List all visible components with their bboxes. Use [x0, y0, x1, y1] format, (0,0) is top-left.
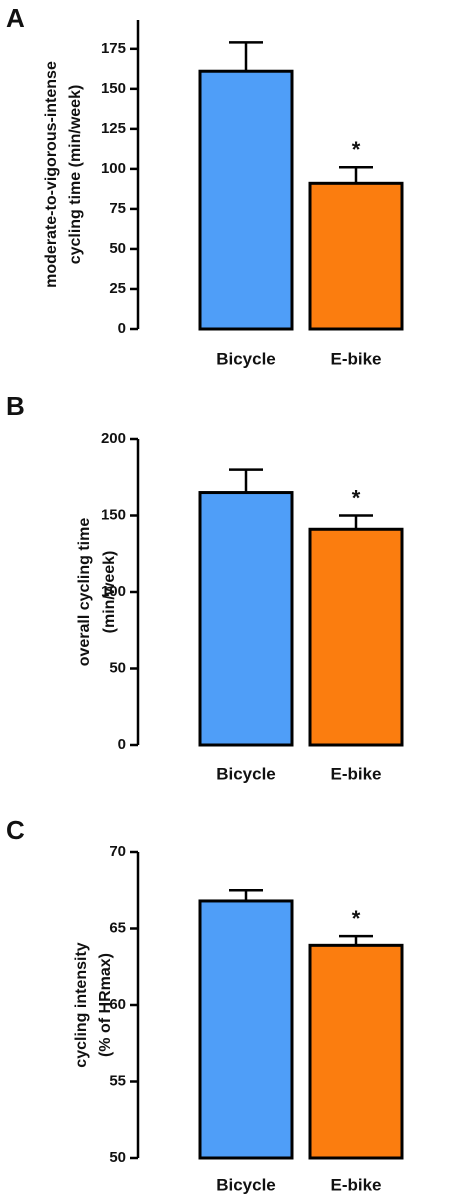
- significance-marker: *: [352, 906, 361, 931]
- bar: [198, 899, 294, 1160]
- y-axis-label: cycling time (min/week): [67, 85, 84, 265]
- x-tick-label: E-bike: [330, 764, 381, 783]
- bar: [198, 491, 294, 747]
- x-tick-label: Bicycle: [216, 349, 276, 368]
- y-tick-label: 50: [109, 1149, 126, 1166]
- y-tick-label: 50: [109, 240, 126, 257]
- y-tick-label: 60: [109, 996, 126, 1013]
- significance-marker: *: [352, 485, 361, 510]
- y-axis-label: moderate-to-vigorous-intense: [43, 61, 60, 288]
- bar: [308, 181, 404, 331]
- y-tick-label: 50: [109, 659, 126, 676]
- panel-label: A: [6, 3, 25, 33]
- y-tick-label: 100: [101, 160, 126, 177]
- bar: [308, 527, 404, 747]
- y-axis-label: cycling intensity: [73, 942, 90, 1067]
- panel-label: C: [6, 815, 25, 845]
- bar: [308, 943, 404, 1160]
- x-tick-label: Bicycle: [216, 764, 276, 783]
- y-tick-label: 0: [118, 320, 126, 337]
- x-tick-label: Bicycle: [216, 1175, 276, 1194]
- y-tick-label: 100: [101, 583, 126, 600]
- y-tick-label: 175: [101, 40, 126, 57]
- y-tick-label: 0: [118, 736, 126, 753]
- y-tick-label: 75: [109, 200, 126, 217]
- y-tick-label: 150: [101, 506, 126, 523]
- bar: [198, 69, 294, 331]
- panel-label: B: [6, 391, 25, 421]
- y-tick-label: 200: [101, 430, 126, 447]
- y-axis-label: overall cycling time: [76, 518, 93, 667]
- y-axis-label: (% of HRmax): [97, 953, 114, 1057]
- y-tick-label: 65: [109, 919, 126, 936]
- x-tick-label: E-bike: [330, 1175, 381, 1194]
- y-tick-label: 25: [109, 280, 126, 297]
- y-tick-label: 125: [101, 120, 126, 137]
- y-tick-label: 55: [109, 1072, 126, 1089]
- significance-marker: *: [352, 137, 361, 162]
- y-tick-label: 150: [101, 80, 126, 97]
- y-axis-label: (min/week): [101, 551, 118, 634]
- y-tick-label: 70: [109, 843, 126, 860]
- x-tick-label: E-bike: [330, 349, 381, 368]
